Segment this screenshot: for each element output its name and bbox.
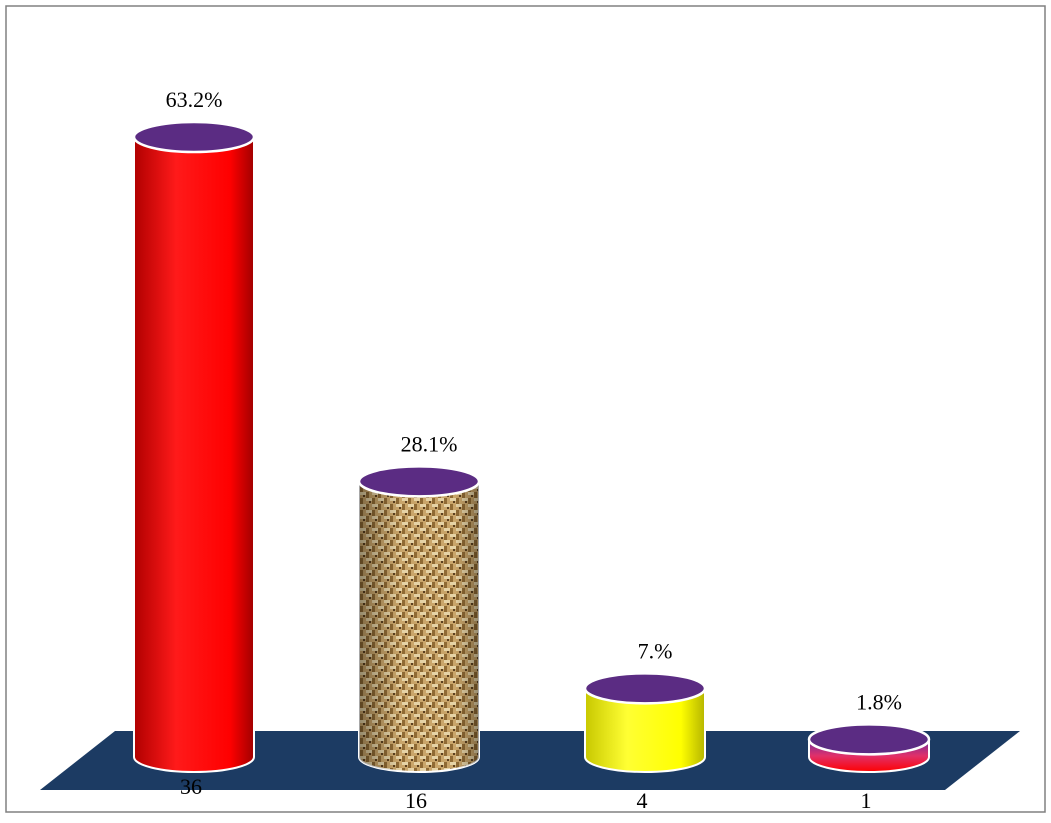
floor-plane xyxy=(40,731,1020,790)
labels-group: 63.2% 36 28.1% 16 7.% 4 1.8% 1 xyxy=(166,87,902,813)
bar-4 xyxy=(807,723,931,773)
data-label-4: 1.8% xyxy=(856,689,902,714)
bar-3 xyxy=(583,672,707,773)
bar-cap-4 xyxy=(807,723,931,756)
category-label-2: 16 xyxy=(405,788,427,813)
bar-1 xyxy=(132,120,256,773)
category-label-3: 4 xyxy=(637,788,648,813)
bar-body-3 xyxy=(584,687,706,773)
data-label-2: 28.1% xyxy=(401,431,458,456)
category-label-1: 36 xyxy=(180,774,202,799)
bar-cap-2 xyxy=(357,465,481,498)
data-label-1: 63.2% xyxy=(166,87,223,112)
data-label-3: 7.% xyxy=(638,638,673,663)
bar-2 xyxy=(357,465,481,773)
bar-cap-1 xyxy=(132,120,256,154)
bar-body-1 xyxy=(133,136,255,773)
category-label-4: 1 xyxy=(861,788,872,813)
bar-cap-3 xyxy=(583,672,707,705)
bars-group xyxy=(132,120,931,773)
bar-shade-2 xyxy=(359,481,479,772)
